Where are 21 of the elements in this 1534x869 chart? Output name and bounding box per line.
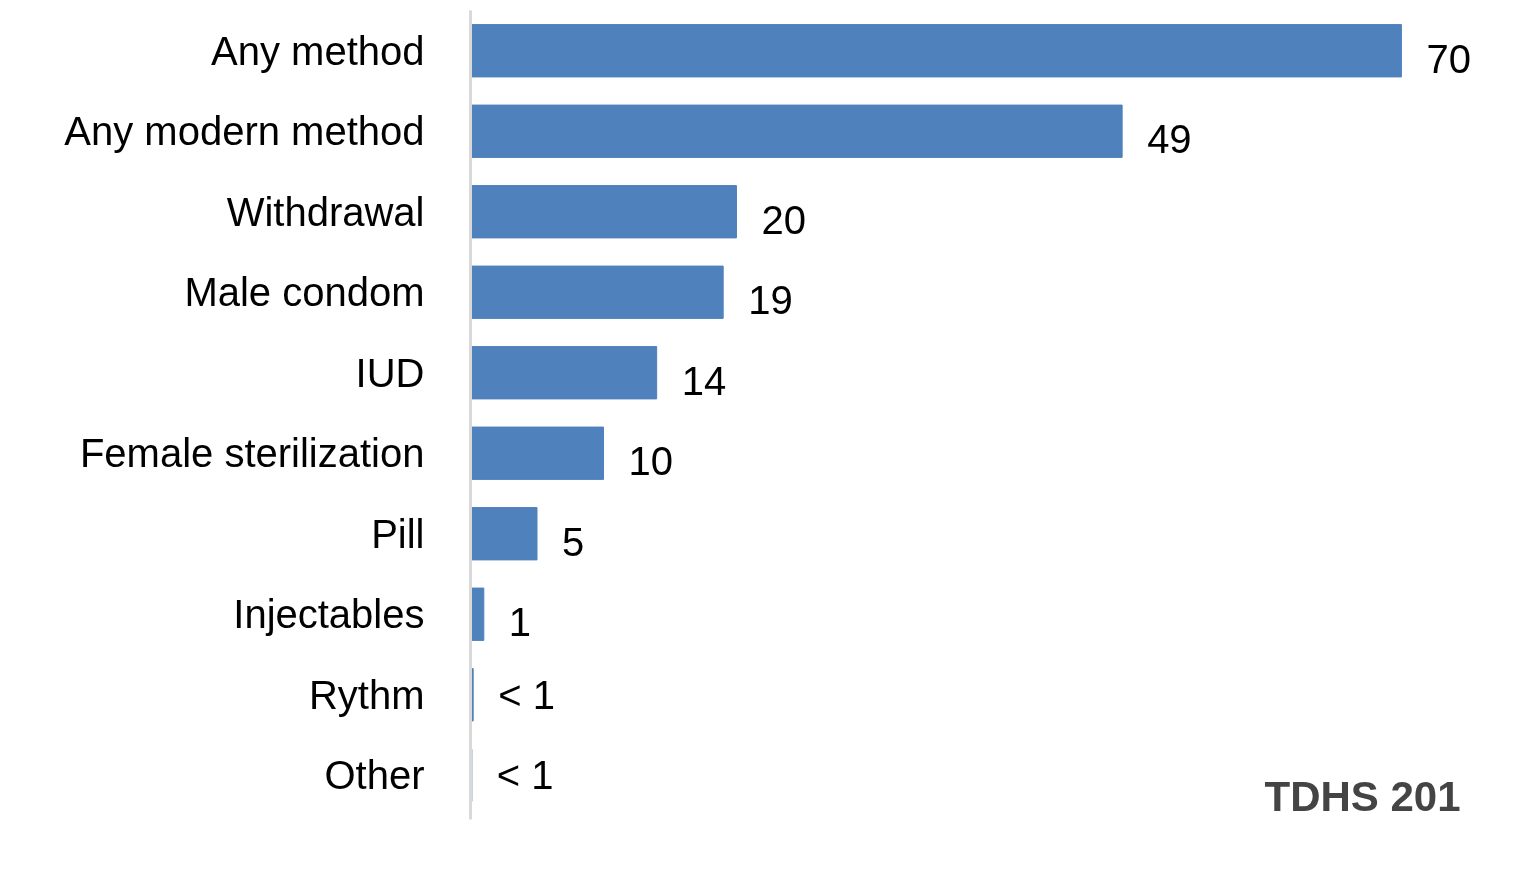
y-tick-label: Any method bbox=[211, 28, 425, 73]
y-tick-label: Rythm bbox=[308, 672, 425, 717]
data-label: < 1 bbox=[498, 672, 555, 717]
data-label: 70 bbox=[1426, 36, 1471, 81]
y-tick-label: Pill bbox=[371, 511, 425, 556]
data-label: 1 bbox=[508, 600, 532, 645]
y-tick-label: Any modern method bbox=[64, 109, 425, 154]
data-label: 10 bbox=[628, 439, 673, 484]
y-tick-label: Male condom bbox=[184, 270, 425, 315]
data-label: < 1 bbox=[496, 753, 554, 798]
data-label: 20 bbox=[761, 197, 806, 242]
data-label: 5 bbox=[561, 519, 585, 564]
y-tick-label: Injectables bbox=[233, 592, 425, 637]
y-tick-label: IUD bbox=[355, 350, 425, 395]
annotation: TDHS 201 bbox=[1264, 772, 1461, 820]
data-label: 14 bbox=[681, 358, 727, 403]
y-tick-label: Withdrawal bbox=[226, 189, 425, 234]
data-label: 49 bbox=[1147, 117, 1192, 162]
y-tick-label: Female sterilization bbox=[79, 431, 425, 476]
y-tick-label: Other bbox=[324, 753, 425, 798]
data-label: 19 bbox=[748, 278, 793, 323]
